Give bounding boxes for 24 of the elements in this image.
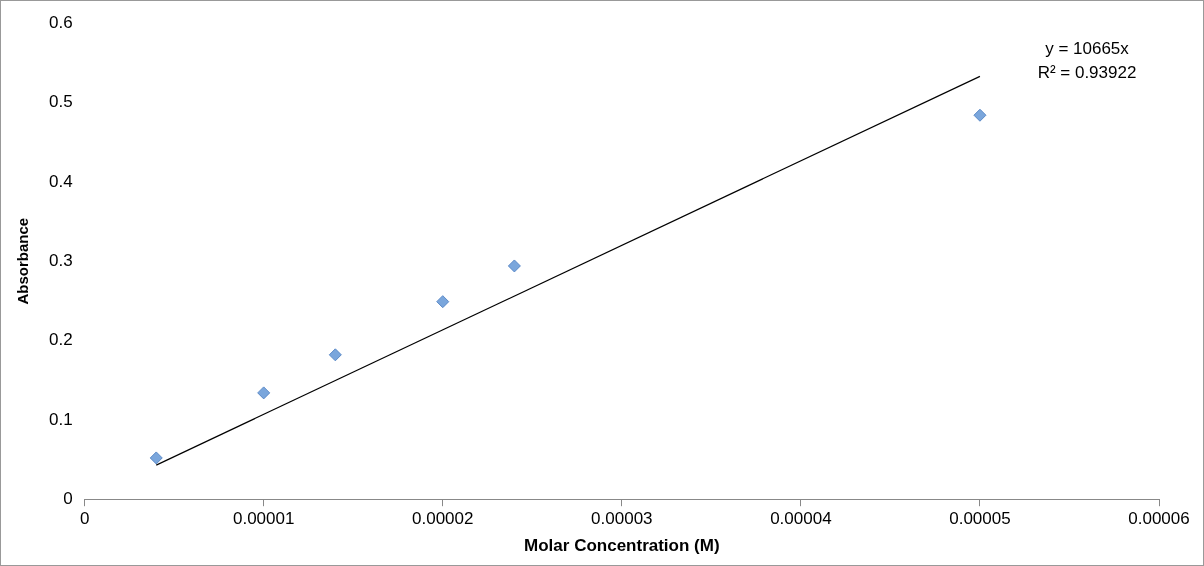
y-tick-label: 0.2 (48, 330, 73, 350)
x-tick-label: 0.00005 (949, 509, 1011, 529)
y-tick-label: 0.3 (48, 250, 73, 270)
x-tick-label: 0.00006 (1128, 509, 1190, 529)
y-tick-label: 0 (63, 488, 73, 508)
x-tick-label: 0.00002 (412, 509, 474, 529)
y-axis-title: Absorbance (14, 217, 32, 305)
x-tick-label: 0 (79, 509, 90, 529)
point (436, 295, 450, 309)
y-tick-label: 0.1 (48, 409, 73, 429)
y-tick-label: 0.4 (48, 171, 73, 191)
x-tick-label: 0.00004 (770, 509, 832, 529)
point (973, 108, 987, 122)
x-tick-label: 0.00001 (232, 509, 295, 529)
annotation: R² = 0.93922 (1037, 63, 1137, 83)
x-axis-title: Molar Concentration (M) (524, 536, 720, 556)
y-tick-label: 0.5 (48, 92, 73, 112)
x-tick-label: 0.00003 (591, 509, 653, 529)
annotation: y = 10665x (1045, 39, 1130, 59)
point (149, 451, 163, 465)
y-tick-label: 0.6 (48, 12, 73, 32)
point (507, 259, 521, 273)
point (328, 348, 342, 362)
point (257, 386, 271, 400)
